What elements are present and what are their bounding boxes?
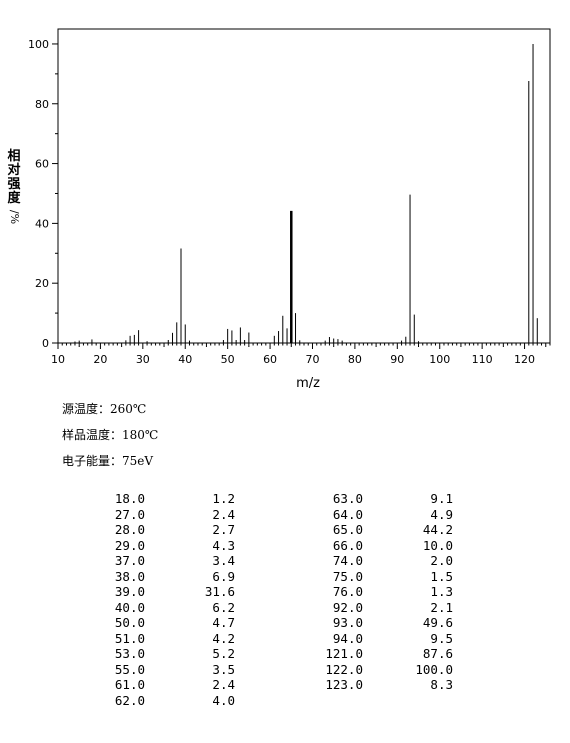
peak-table-cell: 10.0: [422, 537, 453, 553]
peak-table-cell: 4.3: [212, 537, 235, 553]
peak-table-cell: 1.3: [430, 584, 453, 599]
y-axis-label-char: 强: [7, 177, 21, 192]
plot-frame: [57, 28, 551, 344]
y-tick-label: 0: [42, 337, 49, 350]
peak-table-cell: 8.3: [430, 677, 453, 692]
peak-table-cell: 5.2: [212, 646, 235, 661]
peak-table-cell: 18.0: [114, 491, 145, 506]
y-axis-label-char: 对: [7, 163, 21, 178]
peak-table-cell: 4.0: [212, 692, 235, 708]
y-axis-label-char: /%: [8, 209, 21, 225]
mass-spectrum-chart: 0 20 40 60 80 100 10 20 30 40 50 60 70 80 90 100 110 120…: [28, 28, 551, 391]
x-tick-label: 70: [305, 353, 319, 366]
peak-table-cell: 94.0: [332, 630, 363, 646]
peak-table-cell: 123.0: [325, 677, 363, 692]
peak-table-cell: 38.0: [114, 568, 145, 584]
peak-table-cell: 1.5: [430, 568, 453, 584]
peak-table-right-intensity: 9.1 4.9 44.2 10.0 2.0 1.5 1.3 2.1 49.6 9.5 87.6 100…: [393, 491, 453, 693]
source-temperature: 源温度：260℃: [62, 402, 147, 416]
y-axis: 0 20 40 60 80 100: [28, 38, 58, 350]
peak-table-cell: 9.5: [430, 630, 453, 646]
peak-table-cell: 61.0: [114, 677, 145, 692]
y-axis-label-char: 度: [7, 191, 21, 206]
peak-table-cell: 4.7: [212, 615, 235, 630]
x-tick-label: 120: [514, 353, 535, 366]
peak-table-cell: 51.0: [114, 630, 145, 646]
peak-table-cell: 76.0: [332, 584, 363, 599]
peak-table-cell: 62.0: [114, 692, 145, 708]
peak-table-cell: 92.0: [332, 599, 363, 615]
peak-table-cell: 121.0: [325, 646, 363, 661]
x-tick-label: 30: [136, 353, 150, 366]
y-tick-label: 100: [28, 38, 49, 51]
peak-table-cell: 3.4: [212, 553, 235, 568]
peak-table-cell: 100.0: [415, 661, 453, 677]
peak-table-cell: 74.0: [332, 553, 363, 568]
peak-table-cell: 6.2: [212, 599, 235, 615]
y-tick-label: 20: [35, 277, 49, 290]
peak-table-left-mz: 18.0 27.0 28.0 29.0 37.0 38.0 39.0 40.0 50.0 51.0…: [85, 491, 145, 708]
x-tick-label: 100: [429, 353, 450, 366]
peak-table-cell: 2.1: [430, 599, 453, 615]
electron-energy: 电子能量：75eV: [62, 454, 154, 468]
x-tick-label: 90: [390, 353, 404, 366]
peak-table-cell: 39.0: [114, 584, 145, 599]
peak-table-cell: 55.0: [114, 661, 145, 677]
peak-table-cell: 29.0: [114, 537, 145, 553]
peak-table-cell: 37.0: [114, 553, 145, 568]
x-tick-label: 80: [348, 353, 362, 366]
peak-table-cell: 122.0: [325, 661, 363, 677]
peak-table-right-mz: 63.0 64.0 65.0 66.0 74.0 75.0 76.0 92.0 93.0 94.0…: [303, 491, 363, 693]
x-tick-label: 40: [178, 353, 192, 366]
x-axis-label: m/z: [296, 376, 320, 391]
peak-table-cell: 53.0: [114, 646, 145, 661]
peak-table-cell: 66.0: [332, 537, 363, 553]
y-tick-label: 80: [35, 98, 49, 111]
peak-table-cell: 1.2: [212, 491, 235, 506]
peak-table-cell: 28.0: [114, 522, 145, 537]
peak-table-left-intensity: 1.2 2.4 2.7 4.3 3.4 6.9 31.6 6.2 4.7 4.2 5.2 3.5 2.4…: [175, 491, 235, 708]
peak-bars: [74, 43, 538, 343]
y-tick-label: 60: [35, 158, 49, 171]
peak-table-cell: 9.1: [430, 491, 453, 506]
x-tick-label: 110: [472, 353, 493, 366]
peak-table-cell: 93.0: [332, 615, 363, 630]
peak-table-cell: 2.4: [212, 677, 235, 692]
peak-table-cell: 4.9: [430, 506, 453, 522]
y-axis-label-char: 相: [7, 149, 21, 164]
peak-table-cell: 64.0: [332, 506, 363, 522]
peak-table-cell: 4.2: [212, 630, 235, 646]
peak-table-cell: 6.9: [212, 568, 235, 584]
peak-table-cell: 63.0: [332, 491, 363, 506]
peak-table-cell: 31.6: [204, 584, 235, 599]
peak-table-cell: 27.0: [114, 506, 145, 522]
y-tick-label: 40: [35, 217, 49, 230]
peak-table-cell: 49.6: [422, 615, 453, 630]
peak-table-cell: 2.0: [430, 553, 453, 568]
peak-table-cell: 50.0: [114, 615, 145, 630]
x-tick-label: 50: [221, 353, 235, 366]
peak-table-cell: 2.4: [212, 506, 235, 522]
y-axis-label: 相 对 强 度 /%: [6, 149, 22, 225]
peak-table-cell: 75.0: [332, 568, 363, 584]
sample-temperature: 样品温度：180℃: [62, 428, 159, 442]
x-tick-label: 10: [51, 353, 65, 366]
peak-table-cell: 3.5: [212, 661, 235, 677]
x-tick-label: 20: [93, 353, 107, 366]
peak-table-cell: 87.6: [422, 646, 453, 661]
peak-table-cell: 2.7: [212, 522, 235, 537]
x-axis: 10 20 30 40 50 60 70 80 90 100 110 120: [51, 343, 551, 366]
x-tick-label: 60: [263, 353, 277, 366]
peak-table-cell: 40.0: [114, 599, 145, 615]
peak-table-cell: 65.0: [332, 522, 363, 537]
peak-table-cell: 44.2: [422, 522, 453, 537]
